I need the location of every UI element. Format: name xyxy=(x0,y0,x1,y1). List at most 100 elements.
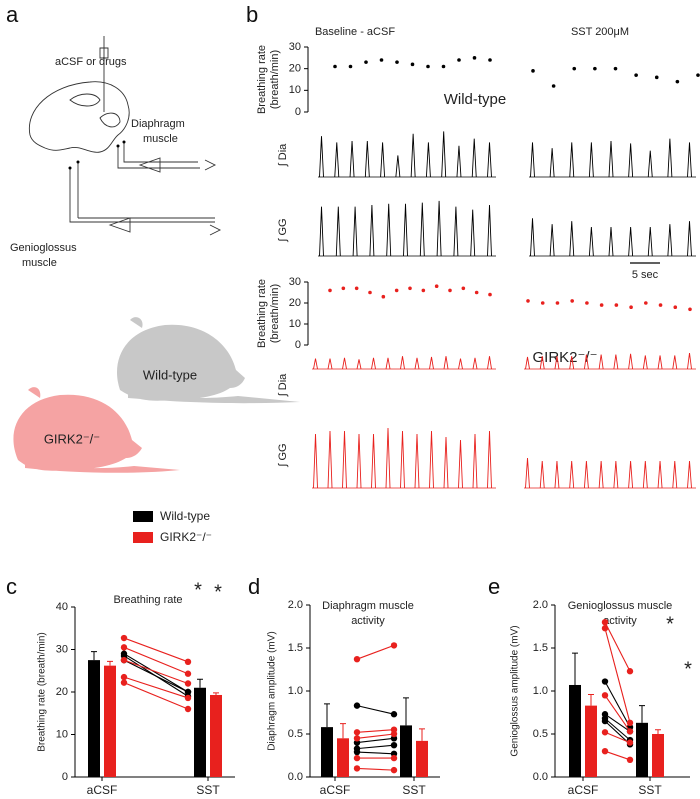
trace-peak xyxy=(356,433,362,489)
trace-peak xyxy=(554,460,560,489)
trace-peak xyxy=(569,356,575,370)
individual-point xyxy=(601,692,609,699)
electrode xyxy=(122,140,126,144)
error-bar xyxy=(655,729,661,734)
trace-peak xyxy=(647,226,653,257)
trace-peak xyxy=(539,460,545,489)
trace-peak xyxy=(414,357,420,370)
diagram-label: Diaphragm xyxy=(131,118,185,130)
trace-peak xyxy=(472,433,478,489)
trace-peak xyxy=(400,356,405,370)
trace-peak xyxy=(471,138,477,178)
trace-peak xyxy=(369,204,375,257)
trace-peak xyxy=(539,356,545,370)
error-bar xyxy=(213,692,219,695)
individual-point xyxy=(390,754,398,762)
y-tick-label: 0.5 xyxy=(288,728,303,740)
trace-peak xyxy=(327,430,333,489)
individual-line xyxy=(356,737,395,744)
trace-peak xyxy=(613,354,619,370)
trace-peak xyxy=(647,150,653,178)
individual-point xyxy=(184,705,192,713)
rate-point xyxy=(654,75,659,80)
bar xyxy=(321,727,333,777)
rate-point xyxy=(333,64,337,69)
trace-peak xyxy=(436,200,442,257)
rate-point xyxy=(629,305,633,310)
y-tick-label: 20 xyxy=(289,297,301,309)
trace-peak xyxy=(429,356,434,370)
individual-point xyxy=(390,741,398,749)
trace-peak xyxy=(319,136,324,178)
significance: * xyxy=(666,613,674,635)
rate-point xyxy=(381,294,386,299)
annotation: Wild-type xyxy=(444,91,507,108)
rate-point xyxy=(634,73,638,77)
rate-point xyxy=(555,301,560,305)
bar xyxy=(636,722,648,777)
rate-point xyxy=(457,58,461,62)
error-bar xyxy=(324,703,330,728)
trace-label: ∫ GG xyxy=(277,443,289,467)
individual-point xyxy=(353,754,361,762)
rate-point xyxy=(488,58,492,62)
trace-peak xyxy=(588,142,594,178)
individual-line xyxy=(604,621,631,672)
y-tick-label: 20 xyxy=(56,686,68,698)
rate-point xyxy=(593,66,597,71)
y-tick-label: 30 xyxy=(289,276,301,288)
rate-point xyxy=(585,301,589,305)
individual-point xyxy=(626,719,634,727)
annotation: GIRK2⁻/⁻ xyxy=(532,349,597,366)
rate-point xyxy=(441,64,446,69)
trace-peak xyxy=(364,140,370,178)
rate-point xyxy=(675,79,680,84)
trace-peak xyxy=(356,359,362,370)
rate-point xyxy=(658,303,663,307)
legend-swatch xyxy=(133,511,153,522)
individual-line xyxy=(604,694,631,732)
panel-label: e xyxy=(488,574,500,599)
individual-line xyxy=(123,637,189,663)
individual-point xyxy=(390,730,398,738)
y-tick-label: 0 xyxy=(295,339,301,351)
brain-diagram xyxy=(28,36,222,236)
mouse-label: GIRK2⁻/⁻ xyxy=(44,431,100,446)
trace-peak xyxy=(319,206,324,257)
chart-title: Genioglossus muscle xyxy=(568,600,673,612)
trace-peak xyxy=(687,352,692,370)
trace-peak xyxy=(530,142,535,178)
bar xyxy=(88,660,100,777)
trace-peak xyxy=(385,357,391,370)
y-tick-label: 1.0 xyxy=(288,685,303,697)
bar xyxy=(337,738,349,777)
trace-peak xyxy=(569,142,575,178)
y-axis-label: Genioglossus amplitude (mV) xyxy=(510,625,521,756)
individual-point xyxy=(601,748,609,755)
trace-peak xyxy=(425,142,431,178)
trace-peak xyxy=(385,427,391,489)
trace-peak xyxy=(487,204,492,257)
y-tick-label: 0.0 xyxy=(288,771,303,783)
y-tick-label: 30 xyxy=(56,643,68,655)
rate-point xyxy=(570,299,574,303)
rate-point xyxy=(461,286,466,291)
trace-peak xyxy=(342,357,347,370)
electrode xyxy=(116,144,120,148)
individual-line xyxy=(356,744,395,750)
individual-point xyxy=(353,729,361,736)
individual-line xyxy=(604,628,631,723)
trace-peak xyxy=(487,142,492,178)
significance: * xyxy=(214,581,222,603)
rate-point xyxy=(394,288,399,293)
trace-peak xyxy=(554,356,560,370)
rate-point xyxy=(472,56,477,60)
x-tick-label: aCSF xyxy=(87,783,118,797)
significance: * xyxy=(194,579,202,601)
scale-bar-label: 5 sec xyxy=(632,269,659,281)
bar xyxy=(210,694,222,777)
rate-point xyxy=(348,64,353,69)
rate-point xyxy=(488,292,492,297)
column-header: SST 200μM xyxy=(571,26,629,38)
legend-label: GIRK2⁻/⁻ xyxy=(160,530,212,544)
